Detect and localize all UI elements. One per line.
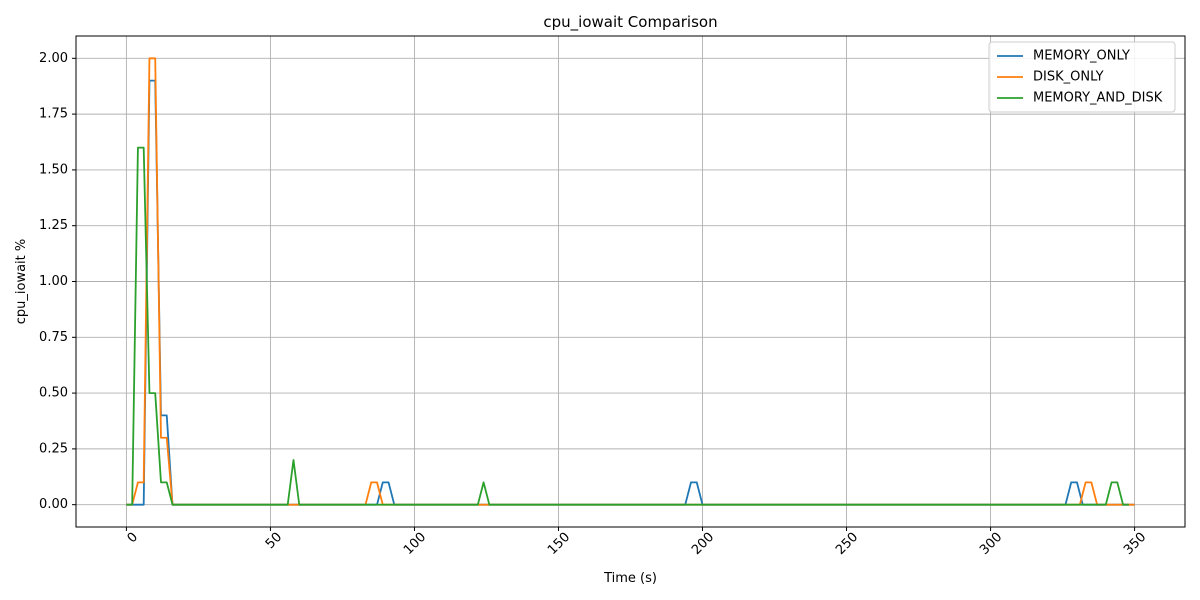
y-tick-label: 1.50 — [39, 162, 68, 177]
y-tick-label: 0.75 — [39, 330, 68, 345]
x-tick-label: 200 — [689, 530, 717, 558]
x-tick-label: 300 — [977, 530, 1005, 558]
y-tick-label: 2.00 — [39, 51, 68, 66]
x-tick-label: 150 — [545, 530, 573, 558]
series-line-memory-and-disk — [126, 146, 1129, 506]
y-tick-label: 0.50 — [39, 386, 68, 401]
x-tick-label: 0 — [125, 530, 141, 546]
legend-label: MEMORY_ONLY — [1033, 49, 1130, 64]
grid — [76, 36, 1185, 527]
y-tick-label: 1.25 — [39, 218, 68, 233]
legend-box — [988, 41, 1176, 113]
y-tick-label: 1.75 — [39, 107, 68, 122]
y-axis-label: cpu_iowait % — [14, 239, 29, 325]
x-tick-label: 350 — [1121, 530, 1149, 558]
axis-ticks: 0 50 100 150 200 250 300 350 0.00 0.25 0.50 0.75 1.0… — [39, 51, 1149, 558]
legend-label: MEMORY_AND_DISK — [1033, 91, 1163, 106]
legend: MEMORY_ONLY DISK_ONLY MEMORY_AND_DISK — [988, 41, 1176, 113]
y-tick-label: 1.00 — [39, 274, 68, 289]
chart-title: cpu_iowait Comparison — [543, 13, 717, 32]
series-lines — [126, 57, 1135, 506]
x-tick-label: 50 — [263, 530, 285, 552]
x-axis-label: Time (s) — [603, 571, 657, 586]
x-tick-label: 250 — [833, 530, 861, 558]
y-tick-label: 0.25 — [39, 441, 68, 456]
y-tick-label: 0.00 — [39, 497, 68, 512]
legend-label: DISK_ONLY — [1033, 70, 1104, 85]
series-line-memory-only — [126, 79, 1135, 506]
x-tick-label: 100 — [401, 530, 429, 558]
